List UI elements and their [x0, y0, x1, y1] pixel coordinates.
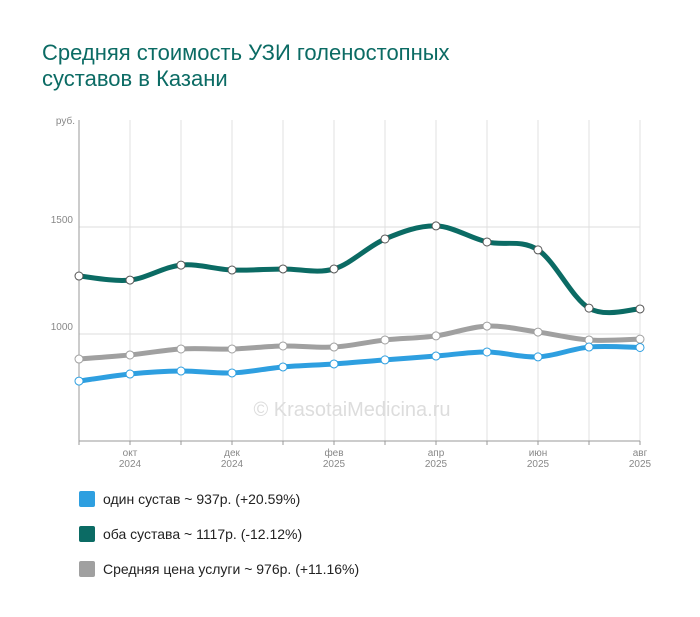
- legend-swatch: [79, 561, 95, 577]
- y-tick-label: 1000: [51, 322, 74, 333]
- x-tick-label: апр 2025: [425, 448, 448, 470]
- point: [635, 334, 645, 344]
- legend-swatch: [79, 526, 95, 542]
- y-tick-label: 1500: [51, 215, 74, 226]
- point: [227, 368, 237, 378]
- point: [176, 344, 186, 354]
- point: [533, 327, 543, 337]
- legend-label: один сустав ~ 937р. (+20.59%): [103, 491, 300, 507]
- point: [278, 341, 288, 351]
- point: [329, 264, 339, 274]
- point: [635, 342, 645, 352]
- chart-title: Средняя стоимость УЗИ голеностопных суста…: [42, 40, 450, 91]
- point: [380, 234, 390, 244]
- point: [227, 265, 237, 275]
- point: [278, 264, 288, 274]
- x-tick-label: дек 2024: [221, 448, 244, 470]
- point: [125, 369, 135, 379]
- legend-swatch: [79, 491, 95, 507]
- point: [482, 347, 492, 357]
- legend-label: Средняя цена услуги ~ 976р. (+11.16%): [103, 561, 359, 577]
- point: [431, 221, 441, 231]
- point: [635, 304, 645, 314]
- point: [380, 355, 390, 365]
- point: [584, 303, 594, 313]
- point: [533, 245, 543, 255]
- x-tick-label: авг 2025: [629, 448, 652, 470]
- point: [431, 351, 441, 361]
- point: [125, 350, 135, 360]
- point: [74, 376, 84, 386]
- point: [533, 352, 543, 362]
- legend-label: оба сустава ~ 1117р. (-12.12%): [103, 526, 302, 542]
- point: [74, 354, 84, 364]
- point: [74, 271, 84, 281]
- point: [227, 344, 237, 354]
- y-unit: руб.: [56, 115, 75, 127]
- point: [329, 359, 339, 369]
- series-line: [78, 223, 641, 316]
- point: [482, 237, 492, 247]
- point: [176, 260, 186, 270]
- point: [482, 321, 492, 331]
- point: [380, 335, 390, 345]
- point: [278, 362, 288, 372]
- point: [329, 342, 339, 352]
- point: [176, 366, 186, 376]
- watermark: © KrasotaiMedicina.ru: [253, 399, 450, 421]
- x-tick-label: июн 2025: [527, 448, 550, 470]
- x-tick-label: фев 2025: [323, 447, 346, 470]
- point: [431, 331, 441, 341]
- point: [584, 342, 594, 352]
- point: [125, 275, 135, 285]
- x-tick-label: окт 2024: [119, 448, 142, 470]
